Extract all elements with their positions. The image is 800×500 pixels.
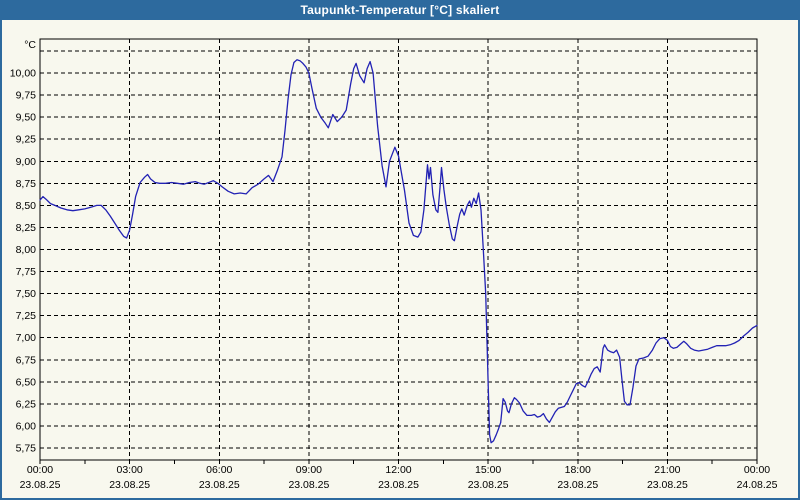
y-axis-tick-label: 8,75 bbox=[16, 178, 37, 190]
x-axis-time-label: 09:00 bbox=[296, 464, 322, 476]
y-axis-tick-label: 6,50 bbox=[16, 376, 37, 388]
title-bar: Taupunkt-Temperatur [°C] skaliert bbox=[0, 0, 800, 20]
chart-content-area: 10,00 9,75 9,50 9,25 9,00 8,75 8,50 8,25 8,00 7,7… bbox=[2, 20, 798, 498]
y-axis-tick-label: 6,00 bbox=[16, 420, 37, 432]
x-axis-time-label: 21:00 bbox=[654, 464, 680, 476]
y-axis-tick-label: 8,00 bbox=[16, 244, 37, 256]
dewpoint-line-chart: 10,00 9,75 9,50 9,25 9,00 8,75 8,50 8,25 8,00 7,7… bbox=[10, 38, 778, 491]
x-axis-date-label: 23.08.25 bbox=[288, 479, 329, 491]
x-axis-date-label: 23.08.25 bbox=[109, 479, 150, 491]
x-axis-date-label: 23.08.25 bbox=[557, 479, 598, 491]
y-axis-tick-label: 8,50 bbox=[16, 200, 37, 212]
x-axis-date-label: 24.08.25 bbox=[737, 479, 778, 491]
axis-label-layer: 10,00 9,75 9,50 9,25 9,00 8,75 8,50 8,25 8,00 7,7… bbox=[10, 68, 778, 491]
x-axis-date-label: 23.08.25 bbox=[647, 479, 688, 491]
y-axis-tick-label: 9,00 bbox=[16, 156, 37, 168]
x-axis-time-label: 00:00 bbox=[27, 464, 53, 476]
y-axis-tick-label: 7,00 bbox=[16, 332, 37, 344]
y-axis-tick-label: 9,25 bbox=[16, 134, 37, 146]
x-axis-time-label: 06:00 bbox=[206, 464, 232, 476]
grid-layer bbox=[39, 38, 758, 464]
x-axis-date-label: 23.08.25 bbox=[199, 479, 240, 491]
y-axis-tick-label: 5,75 bbox=[16, 443, 37, 455]
x-axis-time-label: 18:00 bbox=[565, 464, 591, 476]
y-axis-tick-label: 9,75 bbox=[16, 90, 37, 102]
x-axis-time-label: 15:00 bbox=[475, 464, 501, 476]
y-axis-tick-label: 6,75 bbox=[16, 354, 37, 366]
x-axis-time-label: 00:00 bbox=[744, 464, 770, 476]
y-axis-tick-label: 7,50 bbox=[16, 288, 37, 300]
x-axis-date-label: 23.08.25 bbox=[378, 479, 419, 491]
y-axis-tick-label: 10,00 bbox=[10, 68, 36, 80]
y-axis-tick-label: 8,25 bbox=[16, 222, 37, 234]
x-axis-time-label: 03:00 bbox=[116, 464, 142, 476]
window-title: Taupunkt-Temperatur [°C] skaliert bbox=[300, 3, 500, 17]
x-axis-date-label: 23.08.25 bbox=[20, 479, 61, 491]
series-layer bbox=[39, 59, 758, 444]
y-axis-tick-label: 7,25 bbox=[16, 310, 37, 322]
x-axis-date-label: 23.08.25 bbox=[468, 479, 509, 491]
y-axis-tick-label: 7,75 bbox=[16, 266, 37, 278]
temperature-line bbox=[39, 59, 758, 444]
y-axis-tick-label: 6,25 bbox=[16, 398, 37, 410]
x-axis-time-label: 12:00 bbox=[385, 464, 411, 476]
y-axis-unit-label: °C bbox=[24, 39, 36, 51]
y-axis-tick-label: 9,50 bbox=[16, 112, 37, 124]
